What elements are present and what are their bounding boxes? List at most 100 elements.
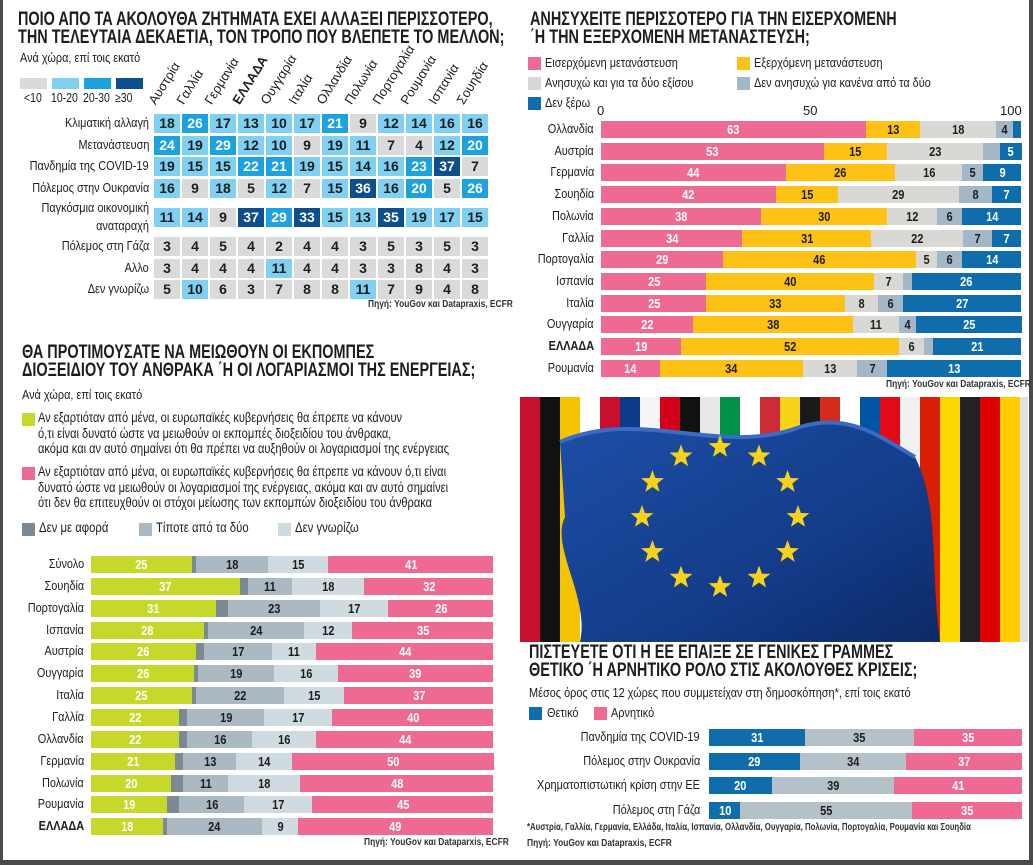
bar-segment-text: 26 (434, 600, 448, 616)
bar-segment (195, 643, 205, 661)
heatmap-cell: 16 (154, 179, 180, 198)
bar-segment-text: 19 (634, 339, 648, 354)
bar-segment (175, 752, 184, 770)
bar-segment: 26 (91, 643, 197, 661)
legend-swatch (22, 523, 35, 536)
bar-segment: 18 (91, 818, 164, 836)
heatmap-cell-text: 35 (383, 209, 399, 225)
heatmap-cell: 13 (238, 114, 264, 133)
bar-segment-text: 55 (820, 802, 833, 818)
heatmap-source: Πηγή: YouGov και Datapraxis, ECFR (368, 299, 513, 310)
heatmap-cell: 5 (154, 280, 180, 299)
heatmap-cell: 17 (294, 114, 320, 133)
star-icon (776, 540, 799, 562)
legend-label: ≥30 (115, 91, 136, 105)
heatmap-cell-text: 2 (275, 238, 283, 254)
bar-segment-text: 8 (858, 295, 865, 311)
heatmap-cell: 21 (322, 114, 348, 133)
bar-segment: 18 (227, 774, 301, 792)
migration-title: ΑΝΗΣΥΧΕΙΤΕ ΠΕΡΙΣΣΟΤΕΡΟ ΓΙΑ ΤΗΝ ΕΙΣΕΡΧΟΜΕ… (530, 10, 1012, 48)
bar-segment: 37 (344, 687, 494, 705)
bar-segment-text: 20 (734, 778, 747, 794)
bar-segment: 23 (886, 142, 984, 160)
legend-label-text: Δεν ξέρω (545, 95, 591, 110)
legend-label-text: Δεν γνωρίζω (295, 520, 359, 535)
legend-label: ακόμα και αν αυτό σημαίνει ότι θα πρέπει… (38, 441, 539, 456)
row-label: Πόλεμος στην Ουκρανία (561, 753, 700, 768)
heatmap-cell-text: 7 (303, 180, 311, 196)
row-label: Ολλανδία (29, 731, 84, 746)
row-label: Πανδημία της COVID-19 (558, 729, 700, 744)
bar-segment: 24 (207, 621, 305, 639)
row-label: Γερμανία (32, 753, 84, 768)
heatmap-cell-text: 4 (191, 260, 199, 276)
heatmap-cell: 17 (210, 114, 236, 133)
heatmap-cell: 12 (266, 179, 292, 198)
heatmap-cell: 2 (266, 237, 292, 256)
heatmap-cell: 24 (154, 136, 180, 155)
legend-label: Τίποτε από τα δύο (156, 520, 266, 535)
heatmap-cell-text: 5 (219, 238, 227, 254)
bar-segment-text: 23 (267, 600, 281, 616)
bar-segment-text: 31 (147, 600, 160, 616)
eu-role-source: Πηγή: YouGov και Datapraxis, ECFR (527, 838, 672, 849)
heatmap-cell-text: 10 (271, 115, 287, 131)
background-flag-stripe (940, 397, 960, 642)
legend-label: 10-20 (51, 91, 83, 105)
x-tick-label: 50 (803, 103, 818, 118)
heatmap-cell: 3 (350, 237, 376, 256)
bar-segment-text: 22 (641, 317, 654, 333)
row-label-text: Πορτογαλία (537, 251, 594, 267)
heatmap-cell-text: 12 (271, 180, 287, 196)
energy-title: ΘΑ ΠΡΟΤΙΜΟΥΣΑΤΕ ΝΑ ΜΕΙΩΘΟΥΝ ΟΙ ΕΚΠΟΜΠΕΣ … (22, 343, 619, 381)
bar-segment-text: 21 (970, 339, 984, 354)
background-flag-stripe (520, 397, 540, 642)
bar-segment: 39 (337, 665, 494, 683)
heatmap-cell: 6 (210, 280, 236, 299)
heatmap-cell-text: 9 (359, 115, 367, 131)
x-tick-label: 0 (597, 103, 605, 118)
row-label: Ιταλία (51, 687, 84, 702)
bar-segment-text: 22 (911, 230, 924, 246)
bar-segment-text: 22 (129, 731, 142, 747)
bar-segment: 7 (991, 186, 1022, 204)
bar-segment-text: 42 (682, 187, 695, 203)
row-label: ΕΛΛΑΔΑ (540, 338, 594, 353)
heatmap-cell-text: 3 (415, 238, 423, 254)
heatmap-cell: 20 (462, 136, 488, 155)
row-label-text: Παγκόσμια οικονομική (41, 200, 149, 215)
bar-segment (215, 599, 229, 617)
row-label-text: Κλιματική αλλαγή (65, 115, 149, 130)
legend-swatch (20, 78, 47, 89)
heatmap-cell-text: 13 (355, 209, 371, 225)
bar-segment-text: 24 (249, 622, 263, 638)
heatmap-cell-text: 24 (159, 137, 175, 153)
row-label: Αλλο (120, 260, 149, 275)
heatmap-cell: 15 (462, 208, 488, 227)
heatmap-cell: 21 (266, 157, 292, 176)
heatmap-cell-text: 29 (215, 137, 231, 153)
row-label: Πολωνία (544, 208, 594, 223)
x-tick-label: 100 (1000, 103, 1022, 118)
heatmap-cell: 11 (350, 280, 376, 299)
row-label-text: αναταραχή (96, 218, 149, 233)
bar-segment-text: 18 (952, 122, 965, 137)
heatmap-cell-text: 18 (215, 180, 231, 196)
heatmap-cell-text: 3 (359, 238, 367, 254)
heatmap-cell: 13 (350, 208, 376, 227)
heatmap-cell-text: 4 (443, 260, 451, 276)
eu-flag-image (520, 397, 1028, 642)
bar-segment: 22 (195, 687, 285, 705)
bar-segment: 49 (297, 818, 494, 836)
heatmap-cell-text: 5 (247, 180, 255, 196)
bar-segment-text: 19 (123, 797, 136, 813)
heatmap-cell: 5 (210, 237, 236, 256)
bar-segment: 18 (920, 121, 997, 138)
row-label-text: Σουηδία (554, 186, 594, 202)
row-label-text: Αυστρία (44, 643, 84, 659)
bar-segment: 32 (364, 577, 494, 595)
heatmap-cell-text: 15 (467, 209, 483, 225)
legend-label: Δεν ξέρω (545, 95, 599, 110)
bar-segment: 29 (709, 753, 801, 771)
bar-segment: 14 (962, 251, 1022, 269)
